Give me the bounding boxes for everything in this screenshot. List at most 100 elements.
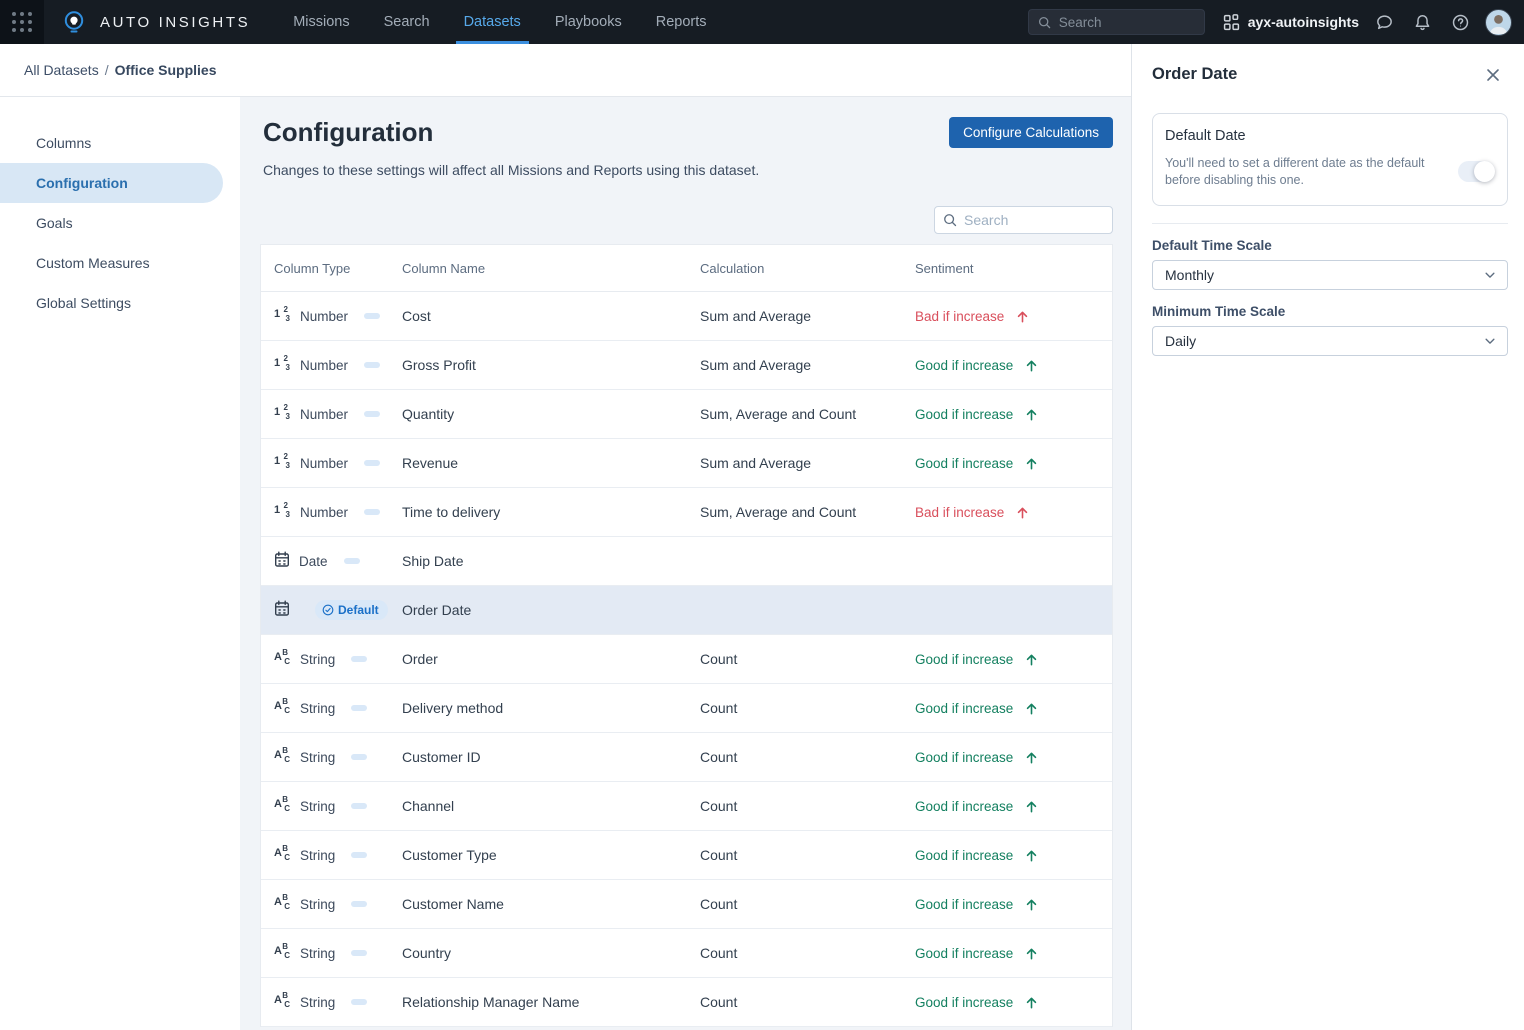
sentiment-value[interactable]: Bad if increase <box>915 309 1112 324</box>
nav-item-reports[interactable]: Reports <box>655 14 707 30</box>
column-type-label: String <box>300 651 336 667</box>
chat-button[interactable] <box>1371 9 1397 35</box>
header-column-name: Column Name <box>402 260 486 276</box>
columns-table: Column Type Column Name Calculation Sent… <box>260 244 1113 1027</box>
minimum-time-scale-select[interactable]: Daily <box>1152 326 1508 356</box>
sentiment-value[interactable]: Good if increase <box>915 407 1112 422</box>
user-avatar[interactable] <box>1485 8 1512 36</box>
sentiment-value[interactable]: Good if increase <box>915 946 1112 961</box>
org-name: ayx-autoinsights <box>1247 14 1359 30</box>
default-badge <box>351 901 368 907</box>
panel-close-button[interactable] <box>1484 66 1502 84</box>
org-switcher[interactable]: ayx-autoinsights <box>1223 13 1359 31</box>
default-badge <box>364 313 381 319</box>
global-search-placeholder: Search <box>1058 14 1102 30</box>
brand-title: AUTO INSIGHTS <box>100 13 251 31</box>
chat-icon <box>1376 14 1392 29</box>
default-badge <box>351 754 368 760</box>
nav-item-datasets[interactable]: Datasets <box>447 0 538 44</box>
column-calculation: Count <box>700 700 738 716</box>
global-search-input[interactable]: Search <box>1027 9 1205 35</box>
default-badge: Default <box>315 600 388 620</box>
notifications-button[interactable] <box>1409 9 1435 35</box>
sentiment-value[interactable]: Good if increase <box>915 701 1112 716</box>
nav-item-playbooks[interactable]: Playbooks <box>554 14 622 30</box>
sidebar-item-global-settings[interactable]: Global Settings <box>36 295 131 311</box>
arrow-up-icon <box>1024 750 1039 765</box>
nav-item-search[interactable]: Search <box>383 14 430 30</box>
column-name: Time to delivery <box>402 504 501 520</box>
column-type-label: Number <box>300 504 349 520</box>
column-type-label: String <box>300 994 336 1010</box>
table-row[interactable]: Date Ship Date <box>261 537 1112 586</box>
minimum-time-scale-label: Minimum Time Scale <box>1152 304 1286 319</box>
panel-title: Order Date <box>1152 65 1238 83</box>
sentiment-value[interactable]: Good if increase <box>915 799 1112 814</box>
sentiment-value[interactable]: Good if increase <box>915 652 1112 667</box>
column-calculation: Sum and Average <box>700 308 812 324</box>
nav-item-missions[interactable]: Missions <box>293 14 350 30</box>
configure-calculations-button[interactable]: Configure Calculations <box>949 117 1113 148</box>
sidebar-item-goals[interactable]: Goals <box>36 215 73 231</box>
sentiment-value[interactable]: Bad if increase <box>915 505 1112 520</box>
app-logo[interactable] <box>44 0 100 44</box>
arrow-up-icon <box>1024 995 1039 1010</box>
sidebar-item-configuration[interactable]: Configuration <box>0 163 223 203</box>
avatar-person-icon <box>1489 14 1508 34</box>
help-button[interactable] <box>1447 9 1473 35</box>
column-name: Order <box>402 651 438 667</box>
default-date-toggle[interactable] <box>1458 161 1495 182</box>
arrow-up-icon <box>1024 848 1039 863</box>
default-time-scale-select[interactable]: Monthly <box>1152 260 1508 290</box>
sentiment-value[interactable]: Good if increase <box>915 750 1112 765</box>
column-type-label: Number <box>300 455 349 471</box>
sentiment-value[interactable]: Good if increase <box>915 995 1112 1010</box>
sentiment-value[interactable]: Good if increase <box>915 897 1112 912</box>
breadcrumb-all-datasets[interactable]: All Datasets <box>24 62 99 78</box>
minimum-time-scale-value: Daily <box>1165 333 1197 349</box>
help-icon <box>1452 14 1468 30</box>
table-search-input[interactable]: Search <box>934 206 1113 234</box>
column-name: Country <box>402 945 452 961</box>
sentiment-value[interactable]: Good if increase <box>915 358 1112 373</box>
chevron-down-icon <box>1485 338 1495 344</box>
column-calculation: Count <box>700 749 738 765</box>
waffle-icon <box>12 12 32 32</box>
column-calculation: Count <box>700 651 738 667</box>
default-time-scale-label: Default Time Scale <box>1152 238 1272 253</box>
column-type-label: String <box>300 847 336 863</box>
column-name: Customer ID <box>402 749 481 765</box>
sentiment-value[interactable]: Good if increase <box>915 848 1112 863</box>
header-column-type: Column Type <box>274 260 351 276</box>
order-date-panel: Order Date Default Date You'll need to s… <box>1131 44 1524 1030</box>
table-row[interactable]: Default Order Date <box>261 586 1112 635</box>
column-type-label: Number <box>300 308 349 324</box>
sentiment-value[interactable]: Good if increase <box>915 456 1112 471</box>
column-type-label: String <box>300 749 336 765</box>
default-badge <box>364 509 381 515</box>
app-launcher-button[interactable] <box>0 0 44 44</box>
sidebar-item-custom-measures[interactable]: Custom Measures <box>36 255 150 271</box>
column-name: Quantity <box>402 406 455 422</box>
sidebar-item-columns[interactable]: Columns <box>36 135 92 151</box>
page-description: Changes to these settings will affect al… <box>263 162 760 178</box>
table-search-placeholder: Search <box>964 212 1009 228</box>
